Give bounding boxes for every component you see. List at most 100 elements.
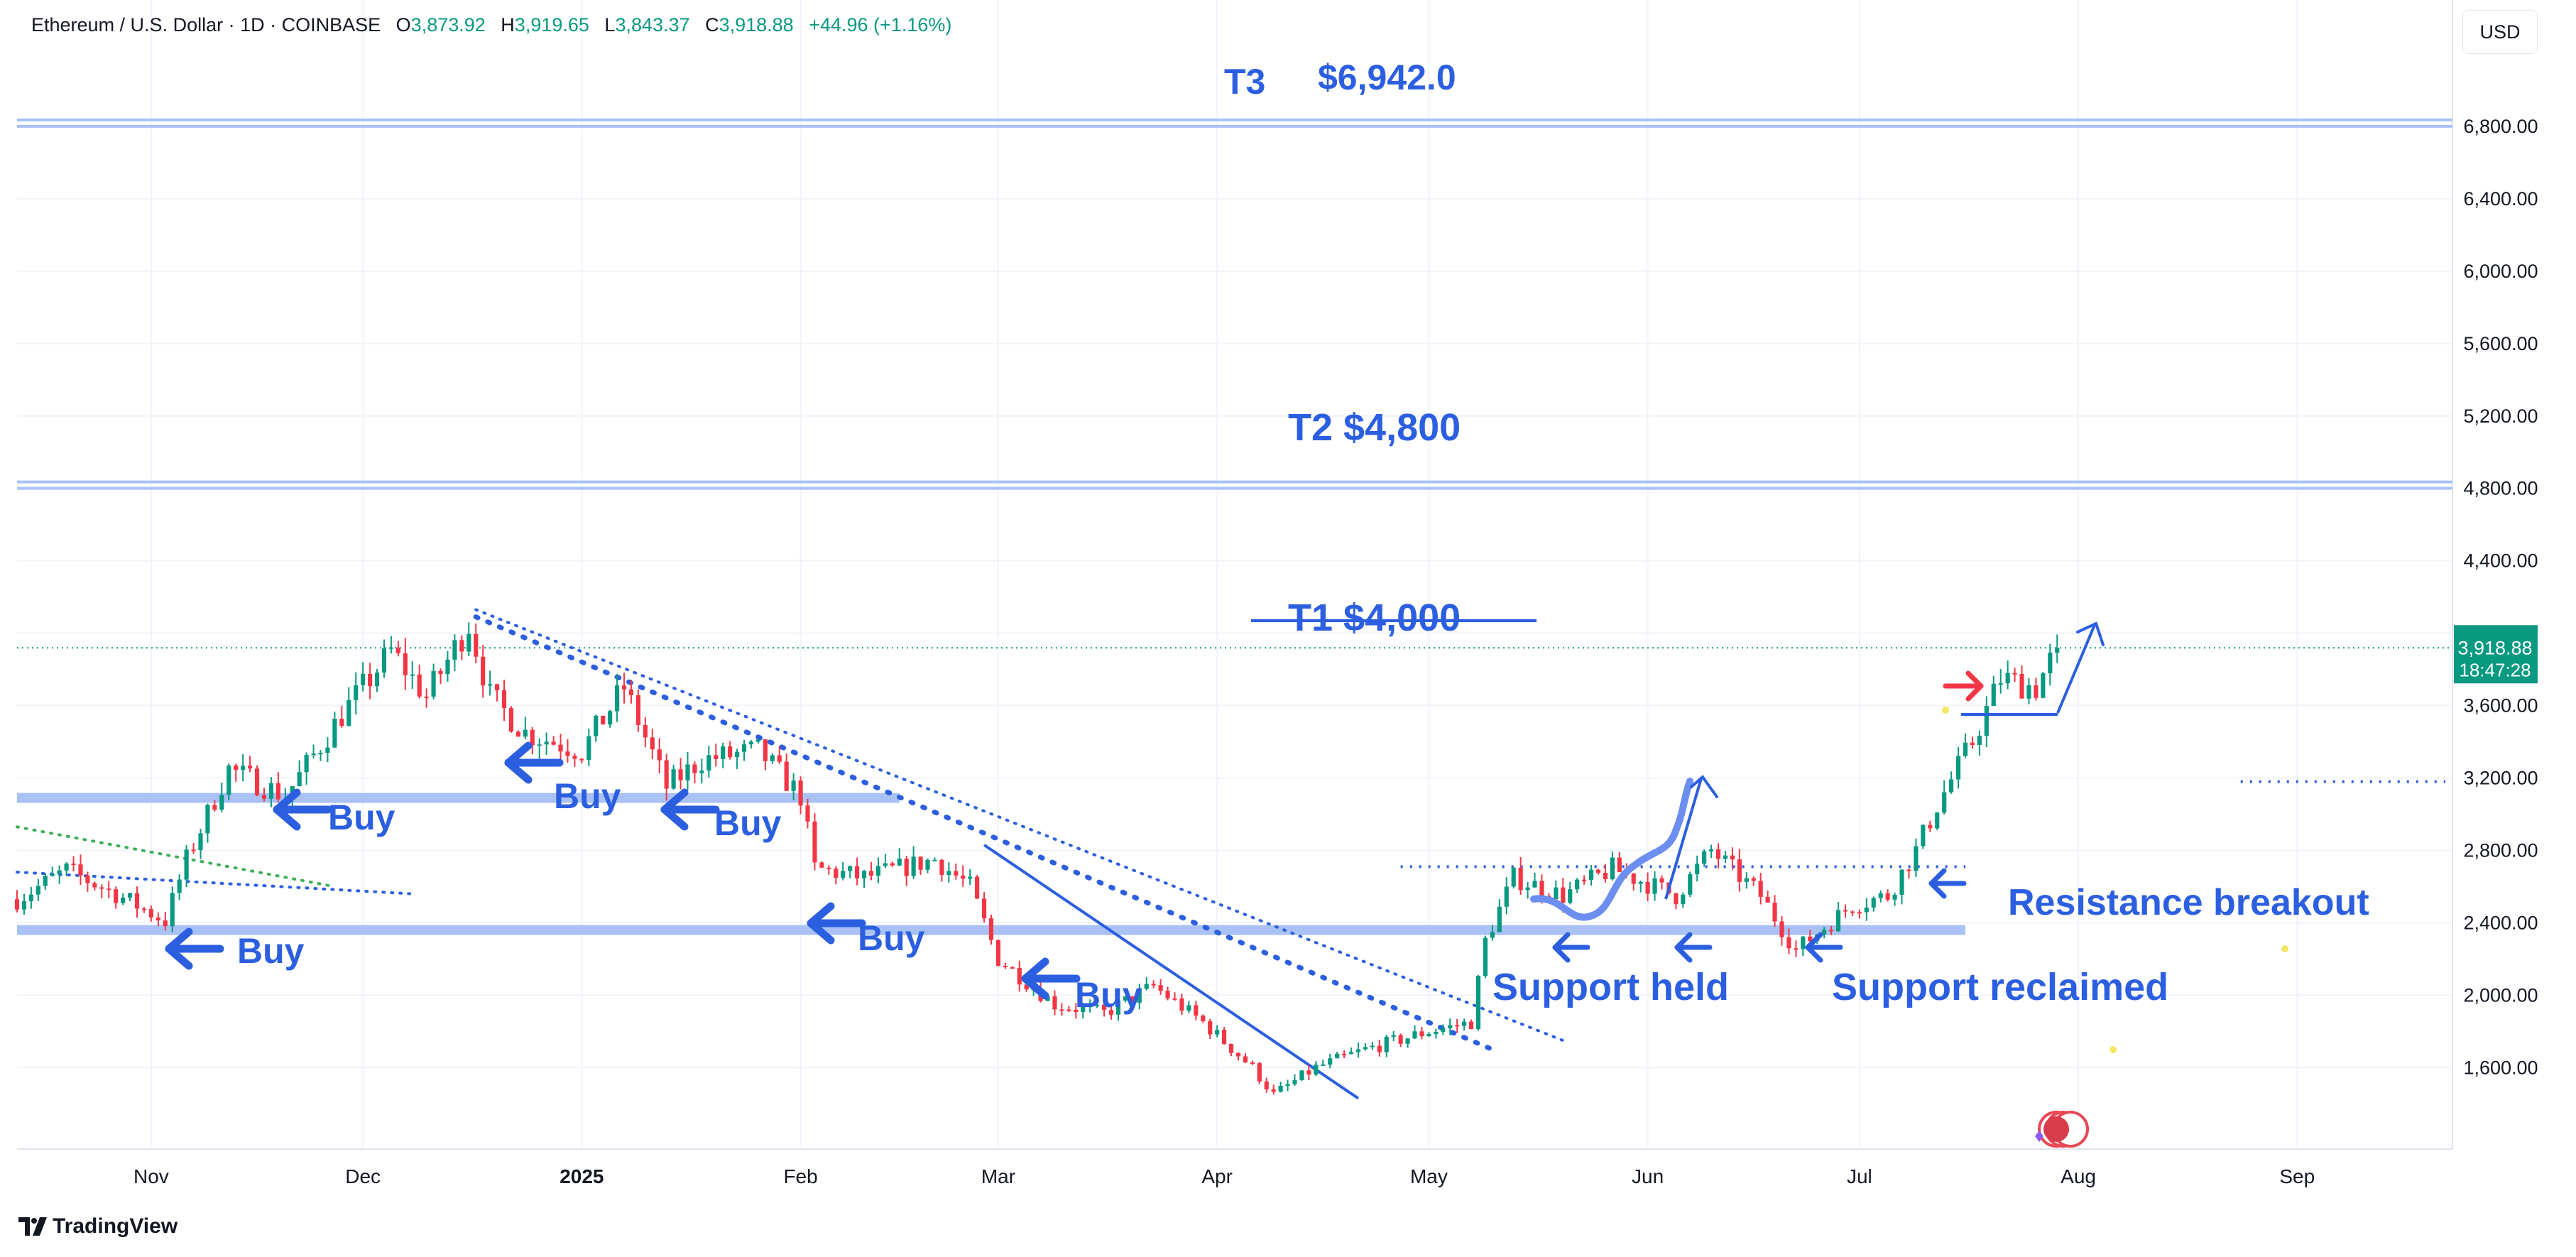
candle <box>544 732 549 755</box>
candle-body <box>1892 895 1897 900</box>
candle <box>1115 996 1121 1021</box>
candle-body <box>1652 878 1657 894</box>
candle <box>452 634 457 672</box>
candle-body <box>671 769 676 789</box>
candle <box>1101 1002 1107 1017</box>
candle <box>890 861 895 867</box>
candle <box>107 881 111 898</box>
candle-body <box>261 795 267 799</box>
candle-body <box>1998 683 2003 685</box>
candle-body <box>1377 1045 1382 1052</box>
candle <box>311 744 316 758</box>
candle-body <box>2026 685 2031 699</box>
candle-body <box>586 736 591 760</box>
candle-body <box>572 756 577 759</box>
candle <box>819 861 824 869</box>
candle-body <box>99 887 104 889</box>
candle <box>388 636 394 654</box>
candle-body <box>1977 736 1982 745</box>
candle-body <box>1306 1070 1311 1075</box>
candle <box>1194 1001 1199 1021</box>
candle-body <box>812 821 817 863</box>
breakout-arrow-icon <box>1928 868 1967 899</box>
candle-body <box>657 749 662 761</box>
candle <box>431 663 436 700</box>
candle <box>114 886 119 909</box>
candle <box>1659 875 1664 890</box>
candle-body <box>275 783 280 800</box>
candle-body <box>763 739 768 761</box>
candle-body <box>1822 930 1827 935</box>
candle <box>346 687 351 727</box>
candle-body <box>21 900 27 910</box>
candle-body <box>897 859 902 866</box>
candle <box>354 672 359 715</box>
candle-body <box>1412 1031 1417 1039</box>
candle <box>621 673 627 704</box>
candle-body <box>1772 902 1777 922</box>
candle <box>1490 925 1495 941</box>
candle-body <box>1984 706 1989 736</box>
candle <box>643 717 648 748</box>
candle <box>501 680 507 722</box>
candle-body <box>481 656 486 686</box>
candle-body <box>78 864 83 876</box>
candle <box>141 907 147 913</box>
buy-arrow-icon <box>504 741 564 784</box>
candle <box>678 758 683 790</box>
candle <box>155 912 160 927</box>
candle-body <box>608 711 613 725</box>
candle-body <box>1024 984 1029 990</box>
candle <box>1355 1043 1361 1058</box>
candle-body <box>1123 996 1128 1001</box>
candle-body <box>1066 1009 1071 1011</box>
candle-body <box>1737 859 1742 882</box>
candle <box>381 639 387 678</box>
candle-body <box>1074 1009 1079 1013</box>
currency-button[interactable]: USD <box>2462 10 2538 54</box>
candle-body <box>1561 887 1566 903</box>
candle-body <box>1468 1021 1474 1030</box>
candle-body <box>410 674 415 676</box>
candle-body <box>1645 881 1650 894</box>
candle-body <box>1588 869 1594 880</box>
candle-body <box>1250 1062 1255 1065</box>
candle <box>1906 868 1911 879</box>
candle-body <box>304 754 309 773</box>
candle <box>925 858 930 874</box>
candle <box>1695 855 1700 882</box>
candle <box>1292 1074 1297 1087</box>
candle <box>1250 1060 1255 1065</box>
candle <box>1723 851 1728 864</box>
candle <box>1737 849 1742 892</box>
candle <box>445 651 450 682</box>
candle-body <box>1405 1038 1410 1044</box>
candle <box>1730 847 1735 870</box>
candle <box>43 873 48 890</box>
candle <box>735 749 740 769</box>
candle-body <box>1115 1000 1121 1015</box>
candle-body <box>1172 998 1177 1000</box>
candle <box>812 813 817 871</box>
candle <box>466 622 471 656</box>
candle <box>1441 1024 1446 1035</box>
candle <box>261 787 267 802</box>
candle-body <box>318 753 323 755</box>
candle <box>946 862 951 883</box>
candle <box>784 753 789 792</box>
candle-body <box>692 764 697 773</box>
candle-body <box>191 849 196 851</box>
candle <box>523 717 528 739</box>
candle-body <box>1059 1009 1064 1011</box>
candle-body <box>1871 898 1876 908</box>
candle <box>2034 678 2039 701</box>
candle-body <box>1674 893 1679 905</box>
candle <box>1108 1003 1114 1020</box>
candle-body <box>643 724 648 738</box>
candle-body <box>1342 1053 1347 1055</box>
candle-body <box>212 805 217 810</box>
candle <box>748 740 754 749</box>
tradingview-logo[interactable]: TradingView <box>18 1214 178 1239</box>
candle <box>304 752 309 785</box>
